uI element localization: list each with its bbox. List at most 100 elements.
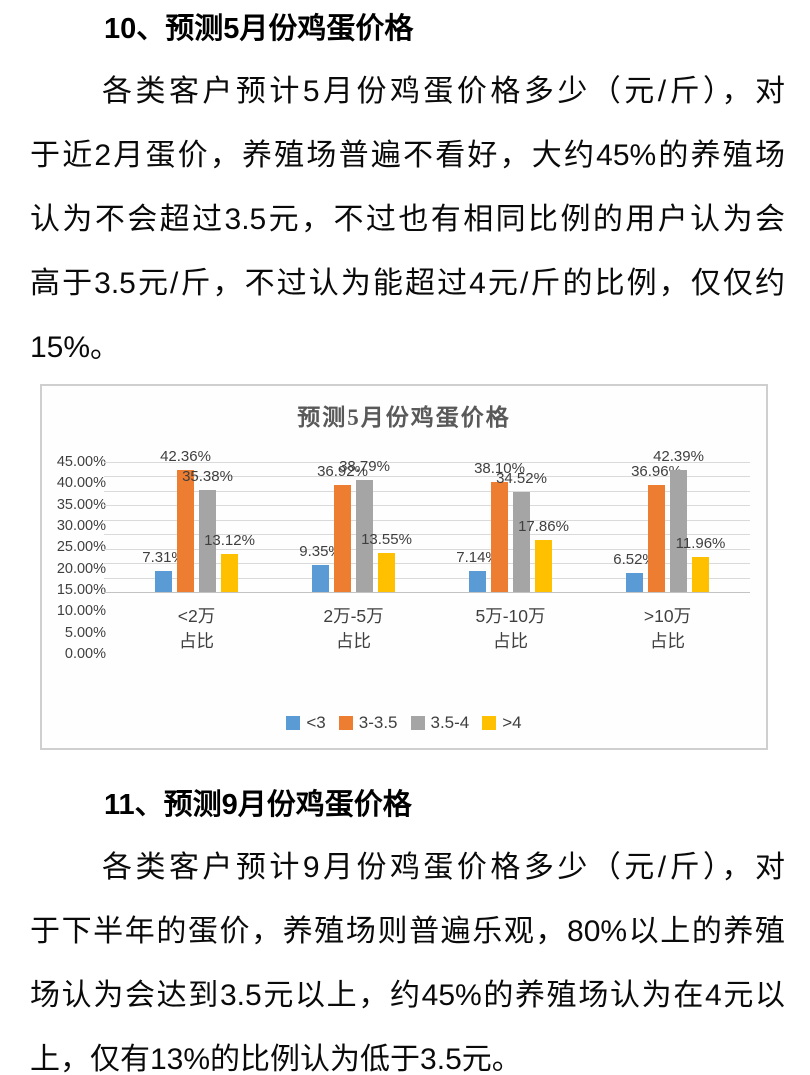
bar-slot: 42.36% <box>160 448 211 592</box>
category-label: 5万-10万 占比 <box>432 604 589 654</box>
paragraph-line: 15%。 <box>30 331 121 364</box>
category-label-line2: 占比 <box>179 631 214 651</box>
bar-group: 7.31% 42.36% 35.38% 13.12% <box>118 448 275 592</box>
section-10-heading: 10、预测5月份鸡蛋价格 <box>104 13 414 45</box>
category-label: <2万占比 <box>118 604 275 654</box>
bar-slot: 17.86% <box>518 462 569 592</box>
gridline <box>104 490 750 492</box>
bar-slot: 42.39% <box>653 448 704 592</box>
bar-3.5-4 <box>199 489 216 592</box>
section-11-heading: 11、预测9月份鸡蛋价格 <box>104 789 412 821</box>
y-tick-label: 30.00% <box>56 518 106 534</box>
bar-slot: 6.52% <box>613 462 656 592</box>
bar->4 <box>221 554 238 592</box>
y-tick-label: 5.00% <box>64 624 106 641</box>
y-tick-label: 25.00% <box>56 539 106 556</box>
bar-value-label: 6.52% <box>613 551 656 569</box>
gridline <box>104 476 750 478</box>
gridline <box>104 462 750 463</box>
y-tick-label: 20.00% <box>56 560 106 577</box>
legend-swatch-icon <box>482 716 497 730</box>
bar-slot: 7.14% <box>456 462 499 592</box>
paragraph-line: 各类客户预计5月份鸡蛋价格多少（元/斤），对 <box>102 75 785 108</box>
paragraph-line: 上，仅有13%的比例认为低于3.5元。 <box>30 1043 522 1075</box>
legend-swatch-icon <box>338 716 353 730</box>
bar-value-label: 34.52% <box>496 470 547 488</box>
legend-item: >4 <box>482 713 522 733</box>
bar-value-label: 38.10% <box>474 459 525 477</box>
y-tick-label: 40.00% <box>56 475 106 492</box>
bar-value-label: 13.55% <box>361 530 412 548</box>
bar-slot: 36.92% <box>317 462 368 592</box>
y-tick-label: 15.00% <box>56 582 106 598</box>
legend-item: 3.5-4 <box>410 713 470 733</box>
y-axis: 45.00% 40.00% 35.00% 30.00% 25.00% 20.00% 15.0… <box>50 454 114 662</box>
paragraph-line: 于近2月蛋价，养殖场普遍不看好，大约45%的养殖场 <box>30 139 785 172</box>
bar-slot: 38.10% <box>474 460 525 592</box>
gridline <box>104 505 750 507</box>
legend-label: <3 <box>306 713 326 732</box>
bar-3.5-4 <box>356 479 373 592</box>
bar-slot: 9.35% <box>299 462 342 592</box>
bar-value-label: 36.92% <box>317 463 368 481</box>
bar-value-label: 13.12% <box>204 532 255 550</box>
category-label-line2: 占比 <box>493 631 528 651</box>
gridline <box>104 563 750 565</box>
bar-value-label: 7.14% <box>456 549 499 567</box>
legend-item: 3-3.5 <box>338 713 398 733</box>
paragraph-line: 场认为会达到3.5元以上，约45%的养殖场认为在4元以 <box>30 979 785 1012</box>
gridline <box>104 592 750 593</box>
egg-price-chart: 预测5月份鸡蛋价格 45.00% 40.00% 35.00% 30.00% 25.00%… <box>40 384 768 750</box>
bar-3.5-4 <box>513 492 530 592</box>
bar-group: 6.52% 36.96% 42.39% 11.96% <box>589 448 746 592</box>
bar-3-3.5 <box>177 469 194 592</box>
category-label: >10万 占比 <box>589 604 746 654</box>
section-10-paragraph: 各类客户预计5月份鸡蛋价格多少（元/斤），对 于近2月蛋价，养殖场普遍不看好，大… <box>30 60 785 380</box>
gridline <box>104 548 750 550</box>
legend: <3 3-3.5 3.5-4 >4 <box>42 713 766 733</box>
plot-area: 7.31% 42.36% 35.38% 13.12% 9.35% 36.92% 38.79%… <box>104 448 750 593</box>
category-label-line1: <2万 <box>177 606 216 626</box>
category-label: 2万-5万占比 <box>275 604 432 654</box>
y-tick-label: 35.00% <box>56 496 106 513</box>
category-label-line1: 5万-10万 <box>475 606 546 626</box>
category-label-line1: 2万-5万 <box>323 606 384 626</box>
gridline <box>104 519 750 521</box>
paragraph-line: 于下半年的蛋价，养殖场则普遍乐观，80%以上的养殖 <box>30 915 785 948</box>
bar-<3 <box>469 571 486 592</box>
paragraph-line: 各类客户预计9月份鸡蛋价格多少（元/斤），对 <box>102 851 785 884</box>
bar-<3 <box>155 570 172 592</box>
bar-<3 <box>312 565 329 592</box>
bar-3-3.5 <box>334 485 351 592</box>
bar-value-label: 17.86% <box>518 518 569 536</box>
bar-value-label: 42.36% <box>160 447 211 465</box>
gridline <box>104 577 750 579</box>
x-axis: <2万 占比 2万-5万 占比 5万-10万 占比 >10万 占比 <box>114 604 750 654</box>
bar-value-label: 7.31% <box>142 548 185 566</box>
paragraph-line: 高于3.5元/斤，不过认为能超过4元/斤的比例，仅仅约 <box>30 267 785 300</box>
legend-swatch-icon <box>286 716 301 730</box>
paragraph-line: 认为不会超过3.5元，不过也有相同比例的用户认为会 <box>30 203 785 236</box>
bar-value-label: 9.35% <box>299 543 342 560</box>
chart-body: 45.00% 40.00% 35.00% 30.00% 25.00% 20.00% 15.0… <box>50 448 750 662</box>
bar->4 <box>692 557 709 592</box>
category-label-line2: 占比 <box>336 631 371 651</box>
bar-3-3.5 <box>491 481 508 592</box>
bar-slot: 35.38% <box>182 462 233 592</box>
legend-label: >4 <box>502 713 522 732</box>
chart-title: 预测5月份鸡蛋价格 <box>297 405 511 430</box>
legend-swatch-icon <box>410 716 425 730</box>
plot-wrap: 7.31% 42.36% 35.38% 13.12% 9.35% 36.92% 38.79%… <box>104 448 750 654</box>
section-11-paragraph: 各类客户预计9月份鸡蛋价格多少（元/斤），对 于下半年的蛋价，养殖场则普遍乐观，… <box>30 836 785 1075</box>
bar-slot: 7.31% <box>142 462 185 592</box>
legend-label: 3.5-4 <box>430 713 470 732</box>
bar-slot: 34.52% <box>496 462 547 592</box>
bar-3-3.5 <box>648 485 665 592</box>
bar-value-label: 11.96% <box>675 535 726 553</box>
bar-slot: 38.79% <box>339 458 390 592</box>
y-tick-label: 45.00% <box>56 454 106 470</box>
bar-value-label: 38.79% <box>339 457 390 475</box>
bar-slot: 13.55% <box>361 462 412 592</box>
bar-value-label: 36.96% <box>631 463 682 481</box>
